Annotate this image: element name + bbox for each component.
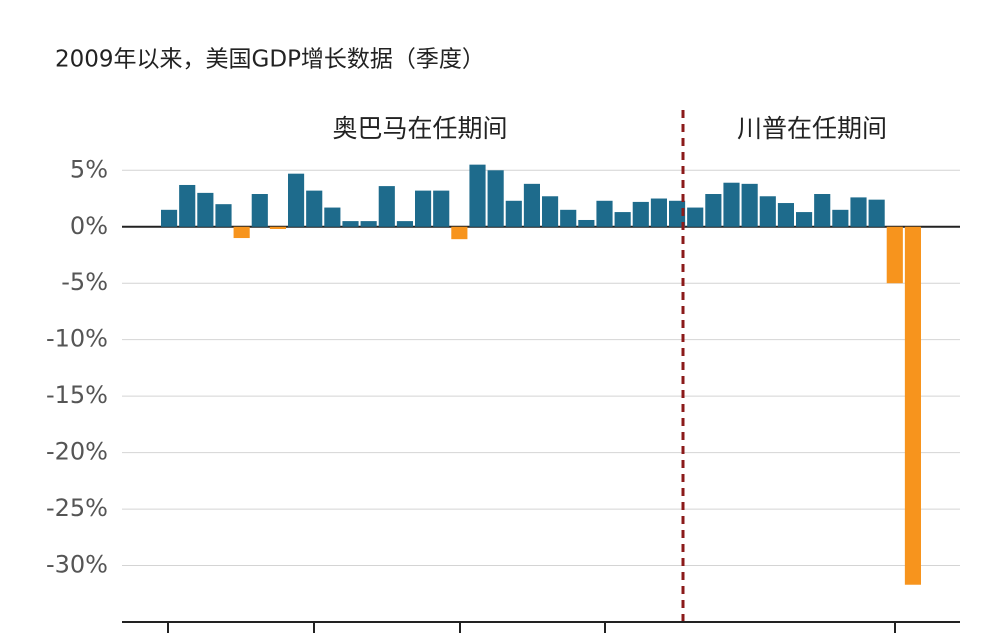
bar <box>288 173 305 227</box>
bar <box>687 207 704 227</box>
bar <box>251 194 268 227</box>
bar <box>814 194 831 227</box>
chart-title: 2009年以来，美国GDP增长数据（季度） <box>55 47 485 73</box>
bar <box>777 203 794 227</box>
y-tick-label: -10% <box>46 325 108 353</box>
y-tick-label: -25% <box>46 494 108 522</box>
bar <box>904 226 921 585</box>
annotation: 奥巴马在任期间 <box>332 114 507 143</box>
bar <box>469 164 486 227</box>
bar <box>360 221 377 227</box>
bar <box>269 226 286 230</box>
bar <box>451 226 468 240</box>
bar <box>868 199 885 227</box>
bar <box>596 200 613 227</box>
annotation: 川普在任期间 <box>737 114 887 143</box>
bar <box>759 196 776 227</box>
bar <box>723 182 740 227</box>
bar <box>832 209 849 227</box>
bar <box>796 212 813 227</box>
bar <box>342 221 359 227</box>
bar <box>378 186 395 227</box>
bar <box>523 183 540 227</box>
bar <box>705 194 722 227</box>
bar <box>886 226 903 284</box>
x-axis-ticks <box>167 622 896 633</box>
bar <box>415 190 432 227</box>
y-tick-label: -15% <box>46 381 108 409</box>
y-tick-label: -5% <box>61 268 108 296</box>
bar <box>505 200 522 227</box>
bar <box>179 184 196 227</box>
y-tick-label: 0% <box>70 212 108 240</box>
bar <box>578 219 595 227</box>
bar <box>161 209 178 227</box>
bar <box>396 221 413 227</box>
bar <box>542 196 559 227</box>
bar <box>669 200 686 227</box>
bar <box>614 212 631 227</box>
bar <box>850 197 867 227</box>
bar <box>632 201 649 227</box>
y-tick-label: -20% <box>46 438 108 466</box>
y-tick-label: -30% <box>46 551 108 579</box>
bar <box>487 170 504 227</box>
bar <box>650 198 667 227</box>
bar <box>233 226 250 239</box>
bar <box>741 183 758 227</box>
bar <box>215 204 232 227</box>
bar <box>560 209 577 227</box>
bar <box>306 190 323 227</box>
bar <box>433 190 450 227</box>
y-tick-label: 5% <box>70 155 108 183</box>
bar <box>197 192 214 227</box>
bar <box>324 207 341 227</box>
